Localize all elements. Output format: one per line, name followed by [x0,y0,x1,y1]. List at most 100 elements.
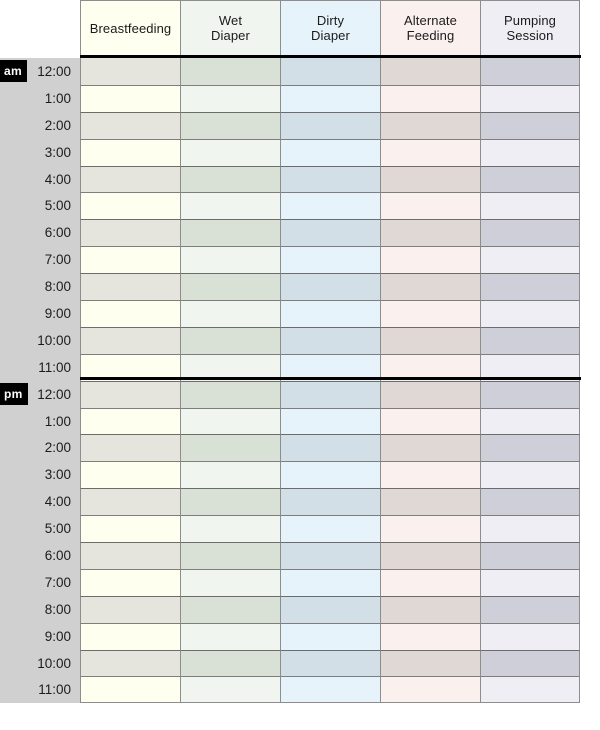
log-cell-dirty-diaper[interactable] [280,300,380,327]
log-cell-wet-diaper[interactable] [180,353,280,381]
log-cell-pumping-session[interactable] [480,138,580,166]
log-cell-alternate-feeding[interactable] [380,326,480,354]
log-cell-pumping-session[interactable] [480,595,580,623]
log-cell-alternate-feeding[interactable] [380,246,480,274]
log-cell-wet-diaper[interactable] [180,165,280,193]
log-cell-alternate-feeding[interactable] [380,84,480,112]
log-cell-pumping-session[interactable] [480,84,580,112]
log-cell-breastfeeding[interactable] [80,58,180,85]
log-cell-wet-diaper[interactable] [180,488,280,516]
log-cell-wet-diaper[interactable] [180,273,280,301]
log-cell-breastfeeding[interactable] [80,515,180,543]
log-cell-wet-diaper[interactable] [180,84,280,112]
log-cell-dirty-diaper[interactable] [280,165,380,193]
log-cell-dirty-diaper[interactable] [280,676,380,704]
column-header-pumping-session[interactable]: Pumping Session [480,0,580,55]
log-cell-breastfeeding[interactable] [80,461,180,489]
column-header-breastfeeding[interactable]: Breastfeeding [80,0,180,55]
log-cell-dirty-diaper[interactable] [280,111,380,139]
log-cell-alternate-feeding[interactable] [380,595,480,623]
log-cell-dirty-diaper[interactable] [280,326,380,354]
log-cell-wet-diaper[interactable] [180,246,280,274]
log-cell-dirty-diaper[interactable] [280,219,380,247]
log-cell-breastfeeding[interactable] [80,246,180,274]
log-cell-alternate-feeding[interactable] [380,58,480,85]
log-cell-pumping-session[interactable] [480,542,580,569]
log-cell-dirty-diaper[interactable] [280,649,380,677]
log-cell-pumping-session[interactable] [480,246,580,274]
log-cell-breastfeeding[interactable] [80,273,180,301]
column-header-dirty-diaper[interactable]: Dirty Diaper [280,0,380,55]
log-cell-alternate-feeding[interactable] [380,461,480,489]
log-cell-wet-diaper[interactable] [180,58,280,85]
log-cell-pumping-session[interactable] [480,568,580,596]
log-cell-dirty-diaper[interactable] [280,568,380,596]
log-cell-wet-diaper[interactable] [180,676,280,704]
log-cell-dirty-diaper[interactable] [280,246,380,274]
log-cell-breastfeeding[interactable] [80,219,180,247]
log-cell-pumping-session[interactable] [480,219,580,247]
log-cell-wet-diaper[interactable] [180,649,280,677]
log-cell-alternate-feeding[interactable] [380,273,480,301]
log-cell-wet-diaper[interactable] [180,407,280,435]
log-cell-breastfeeding[interactable] [80,111,180,139]
log-cell-pumping-session[interactable] [480,622,580,650]
log-cell-alternate-feeding[interactable] [380,111,480,139]
log-cell-dirty-diaper[interactable] [280,542,380,569]
log-cell-dirty-diaper[interactable] [280,353,380,381]
log-cell-alternate-feeding[interactable] [380,165,480,193]
log-cell-alternate-feeding[interactable] [380,407,480,435]
log-cell-wet-diaper[interactable] [180,542,280,569]
log-cell-dirty-diaper[interactable] [280,380,380,408]
log-cell-wet-diaper[interactable] [180,568,280,596]
log-cell-breastfeeding[interactable] [80,622,180,650]
log-cell-breastfeeding[interactable] [80,542,180,569]
log-cell-wet-diaper[interactable] [180,622,280,650]
log-cell-dirty-diaper[interactable] [280,488,380,516]
log-cell-alternate-feeding[interactable] [380,488,480,516]
log-cell-breastfeeding[interactable] [80,192,180,220]
log-cell-dirty-diaper[interactable] [280,461,380,489]
log-cell-pumping-session[interactable] [480,58,580,85]
log-cell-pumping-session[interactable] [480,380,580,408]
log-cell-breastfeeding[interactable] [80,380,180,408]
log-cell-wet-diaper[interactable] [180,138,280,166]
log-cell-breastfeeding[interactable] [80,568,180,596]
log-cell-breastfeeding[interactable] [80,165,180,193]
log-cell-dirty-diaper[interactable] [280,515,380,543]
log-cell-pumping-session[interactable] [480,111,580,139]
log-cell-dirty-diaper[interactable] [280,595,380,623]
log-cell-wet-diaper[interactable] [180,326,280,354]
log-cell-pumping-session[interactable] [480,300,580,327]
log-cell-dirty-diaper[interactable] [280,434,380,462]
log-cell-wet-diaper[interactable] [180,380,280,408]
log-cell-alternate-feeding[interactable] [380,434,480,462]
log-cell-wet-diaper[interactable] [180,192,280,220]
log-cell-wet-diaper[interactable] [180,461,280,489]
log-cell-wet-diaper[interactable] [180,434,280,462]
log-cell-dirty-diaper[interactable] [280,58,380,85]
log-cell-pumping-session[interactable] [480,434,580,462]
log-cell-dirty-diaper[interactable] [280,273,380,301]
log-cell-alternate-feeding[interactable] [380,622,480,650]
log-cell-wet-diaper[interactable] [180,111,280,139]
log-cell-dirty-diaper[interactable] [280,622,380,650]
log-cell-alternate-feeding[interactable] [380,380,480,408]
log-cell-breastfeeding[interactable] [80,353,180,381]
log-cell-pumping-session[interactable] [480,273,580,301]
log-cell-pumping-session[interactable] [480,488,580,516]
log-cell-wet-diaper[interactable] [180,515,280,543]
log-cell-breastfeeding[interactable] [80,407,180,435]
log-cell-alternate-feeding[interactable] [380,192,480,220]
log-cell-alternate-feeding[interactable] [380,542,480,569]
log-cell-alternate-feeding[interactable] [380,353,480,381]
column-header-alternate-feeding[interactable]: Alternate Feeding [380,0,480,55]
log-cell-breastfeeding[interactable] [80,488,180,516]
log-cell-wet-diaper[interactable] [180,595,280,623]
log-cell-wet-diaper[interactable] [180,300,280,327]
log-cell-alternate-feeding[interactable] [380,568,480,596]
log-cell-breastfeeding[interactable] [80,676,180,704]
log-cell-breastfeeding[interactable] [80,300,180,327]
log-cell-pumping-session[interactable] [480,353,580,381]
log-cell-alternate-feeding[interactable] [380,219,480,247]
